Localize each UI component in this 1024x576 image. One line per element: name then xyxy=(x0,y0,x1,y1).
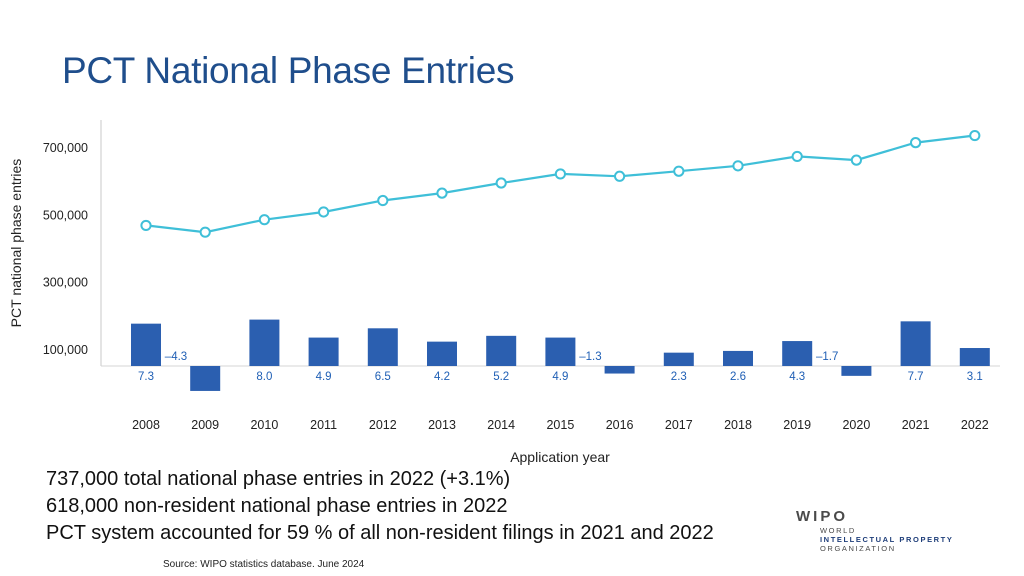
key-facts: 737,000 total national phase entries in … xyxy=(46,466,714,547)
entries-point xyxy=(140,219,152,232)
growth-bar xyxy=(782,341,813,366)
growth-bar xyxy=(604,366,635,374)
logo-wordmark: WIPO xyxy=(796,508,848,525)
entries-point xyxy=(377,194,389,207)
growth-label: –4.3 xyxy=(165,351,187,363)
entries-point xyxy=(258,214,270,226)
growth-bar xyxy=(308,337,339,366)
entries-point xyxy=(910,137,922,149)
x-tick-label: 2018 xyxy=(724,418,752,432)
growth-label: 2.3 xyxy=(671,371,687,383)
growth-bar xyxy=(663,352,694,366)
entries-point xyxy=(969,129,981,142)
growth-label: 8.0 xyxy=(256,371,272,383)
growth-bar xyxy=(131,323,161,366)
y-tick-label: 500,000 xyxy=(43,208,88,222)
x-tick-label: 2012 xyxy=(369,418,397,432)
growth-bar xyxy=(545,337,576,366)
growth-bar xyxy=(367,328,398,366)
growth-label: 3.1 xyxy=(967,371,983,383)
x-tick-label: 2008 xyxy=(132,418,160,432)
x-tick-label: 2011 xyxy=(310,418,337,432)
x-tick-label: 2016 xyxy=(606,418,634,432)
growth-label: 4.2 xyxy=(434,371,450,383)
growth-label: –1.7 xyxy=(816,351,838,363)
x-tick-label: 2009 xyxy=(191,418,219,432)
growth-bar xyxy=(723,350,753,366)
growth-bar xyxy=(841,366,872,376)
entries-point xyxy=(850,154,863,166)
growth-label: 4.3 xyxy=(789,371,805,383)
entries-point xyxy=(732,160,744,172)
growth-label: 7.7 xyxy=(908,371,924,383)
growth-bar xyxy=(249,319,280,366)
x-axis-title: Application year xyxy=(510,449,610,465)
logo-line-1: WORLD xyxy=(820,526,856,535)
growth-bar xyxy=(190,366,221,391)
x-tick-label: 2017 xyxy=(665,418,693,432)
source-note: Source: WIPO statistics database. June 2… xyxy=(163,559,365,570)
wipo-logo: WIPO WORLD INTELLECTUAL PROPERTY ORGANIZ… xyxy=(796,508,953,553)
y-tick-label: 300,000 xyxy=(43,276,88,290)
y-tick-label: 700,000 xyxy=(43,141,88,155)
fact-total: 737,000 total national phase entries in … xyxy=(46,468,511,490)
growth-label: 5.2 xyxy=(493,371,509,383)
growth-label: 4.9 xyxy=(552,371,568,383)
x-tick-label: 2021 xyxy=(902,418,930,432)
national-phase-chart: 100,000 300,000 500,000 700,000 PCT national… xyxy=(8,120,1000,465)
x-tick-label: 2022 xyxy=(961,418,989,432)
x-tick-label: 2020 xyxy=(842,418,870,432)
entries-point xyxy=(614,170,626,182)
growth-label: 2.6 xyxy=(730,371,746,383)
entries-line xyxy=(145,134,975,234)
x-tick-label: 2015 xyxy=(546,418,574,432)
y-axis-title: PCT national phase entries xyxy=(8,159,24,328)
slide-title: PCT National Phase Entries xyxy=(62,50,515,91)
growth-label: –1.3 xyxy=(579,351,601,363)
growth-label: 4.9 xyxy=(316,371,332,383)
entries-point xyxy=(673,165,685,177)
x-tick-label: 2014 xyxy=(487,418,515,432)
growth-label: 7.3 xyxy=(138,371,154,383)
fact-non-resident: 618,000 non-resident national phase entr… xyxy=(46,495,508,517)
entries-point xyxy=(318,206,330,218)
growth-bar xyxy=(900,321,931,366)
growth-bar xyxy=(486,335,517,366)
entries-point xyxy=(791,150,803,163)
y-tick-label: 100,000 xyxy=(43,343,88,357)
fact-share: PCT system accounted for 59 % of all non… xyxy=(46,522,714,544)
growth-label: 6.5 xyxy=(375,371,391,383)
entries-point xyxy=(495,177,507,189)
logo-line-3: ORGANIZATION xyxy=(820,544,896,553)
growth-bar xyxy=(959,348,990,366)
growth-bar xyxy=(427,341,457,366)
x-tick-label: 2013 xyxy=(428,418,456,432)
entries-point xyxy=(436,187,448,199)
entries-point xyxy=(199,226,211,238)
x-tick-label: 2019 xyxy=(783,418,811,432)
entries-point xyxy=(554,168,567,180)
x-tick-label: 2010 xyxy=(250,418,278,432)
logo-line-2: INTELLECTUAL PROPERTY xyxy=(820,535,954,544)
